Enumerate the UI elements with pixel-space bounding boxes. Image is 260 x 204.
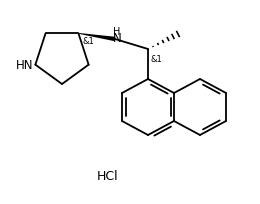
Text: HCl: HCl bbox=[97, 170, 119, 183]
Text: &1: &1 bbox=[150, 54, 162, 63]
Polygon shape bbox=[79, 34, 115, 42]
Text: N: N bbox=[113, 32, 121, 45]
Text: &1: &1 bbox=[82, 37, 94, 46]
Text: H: H bbox=[113, 27, 121, 37]
Text: HN: HN bbox=[16, 59, 33, 72]
